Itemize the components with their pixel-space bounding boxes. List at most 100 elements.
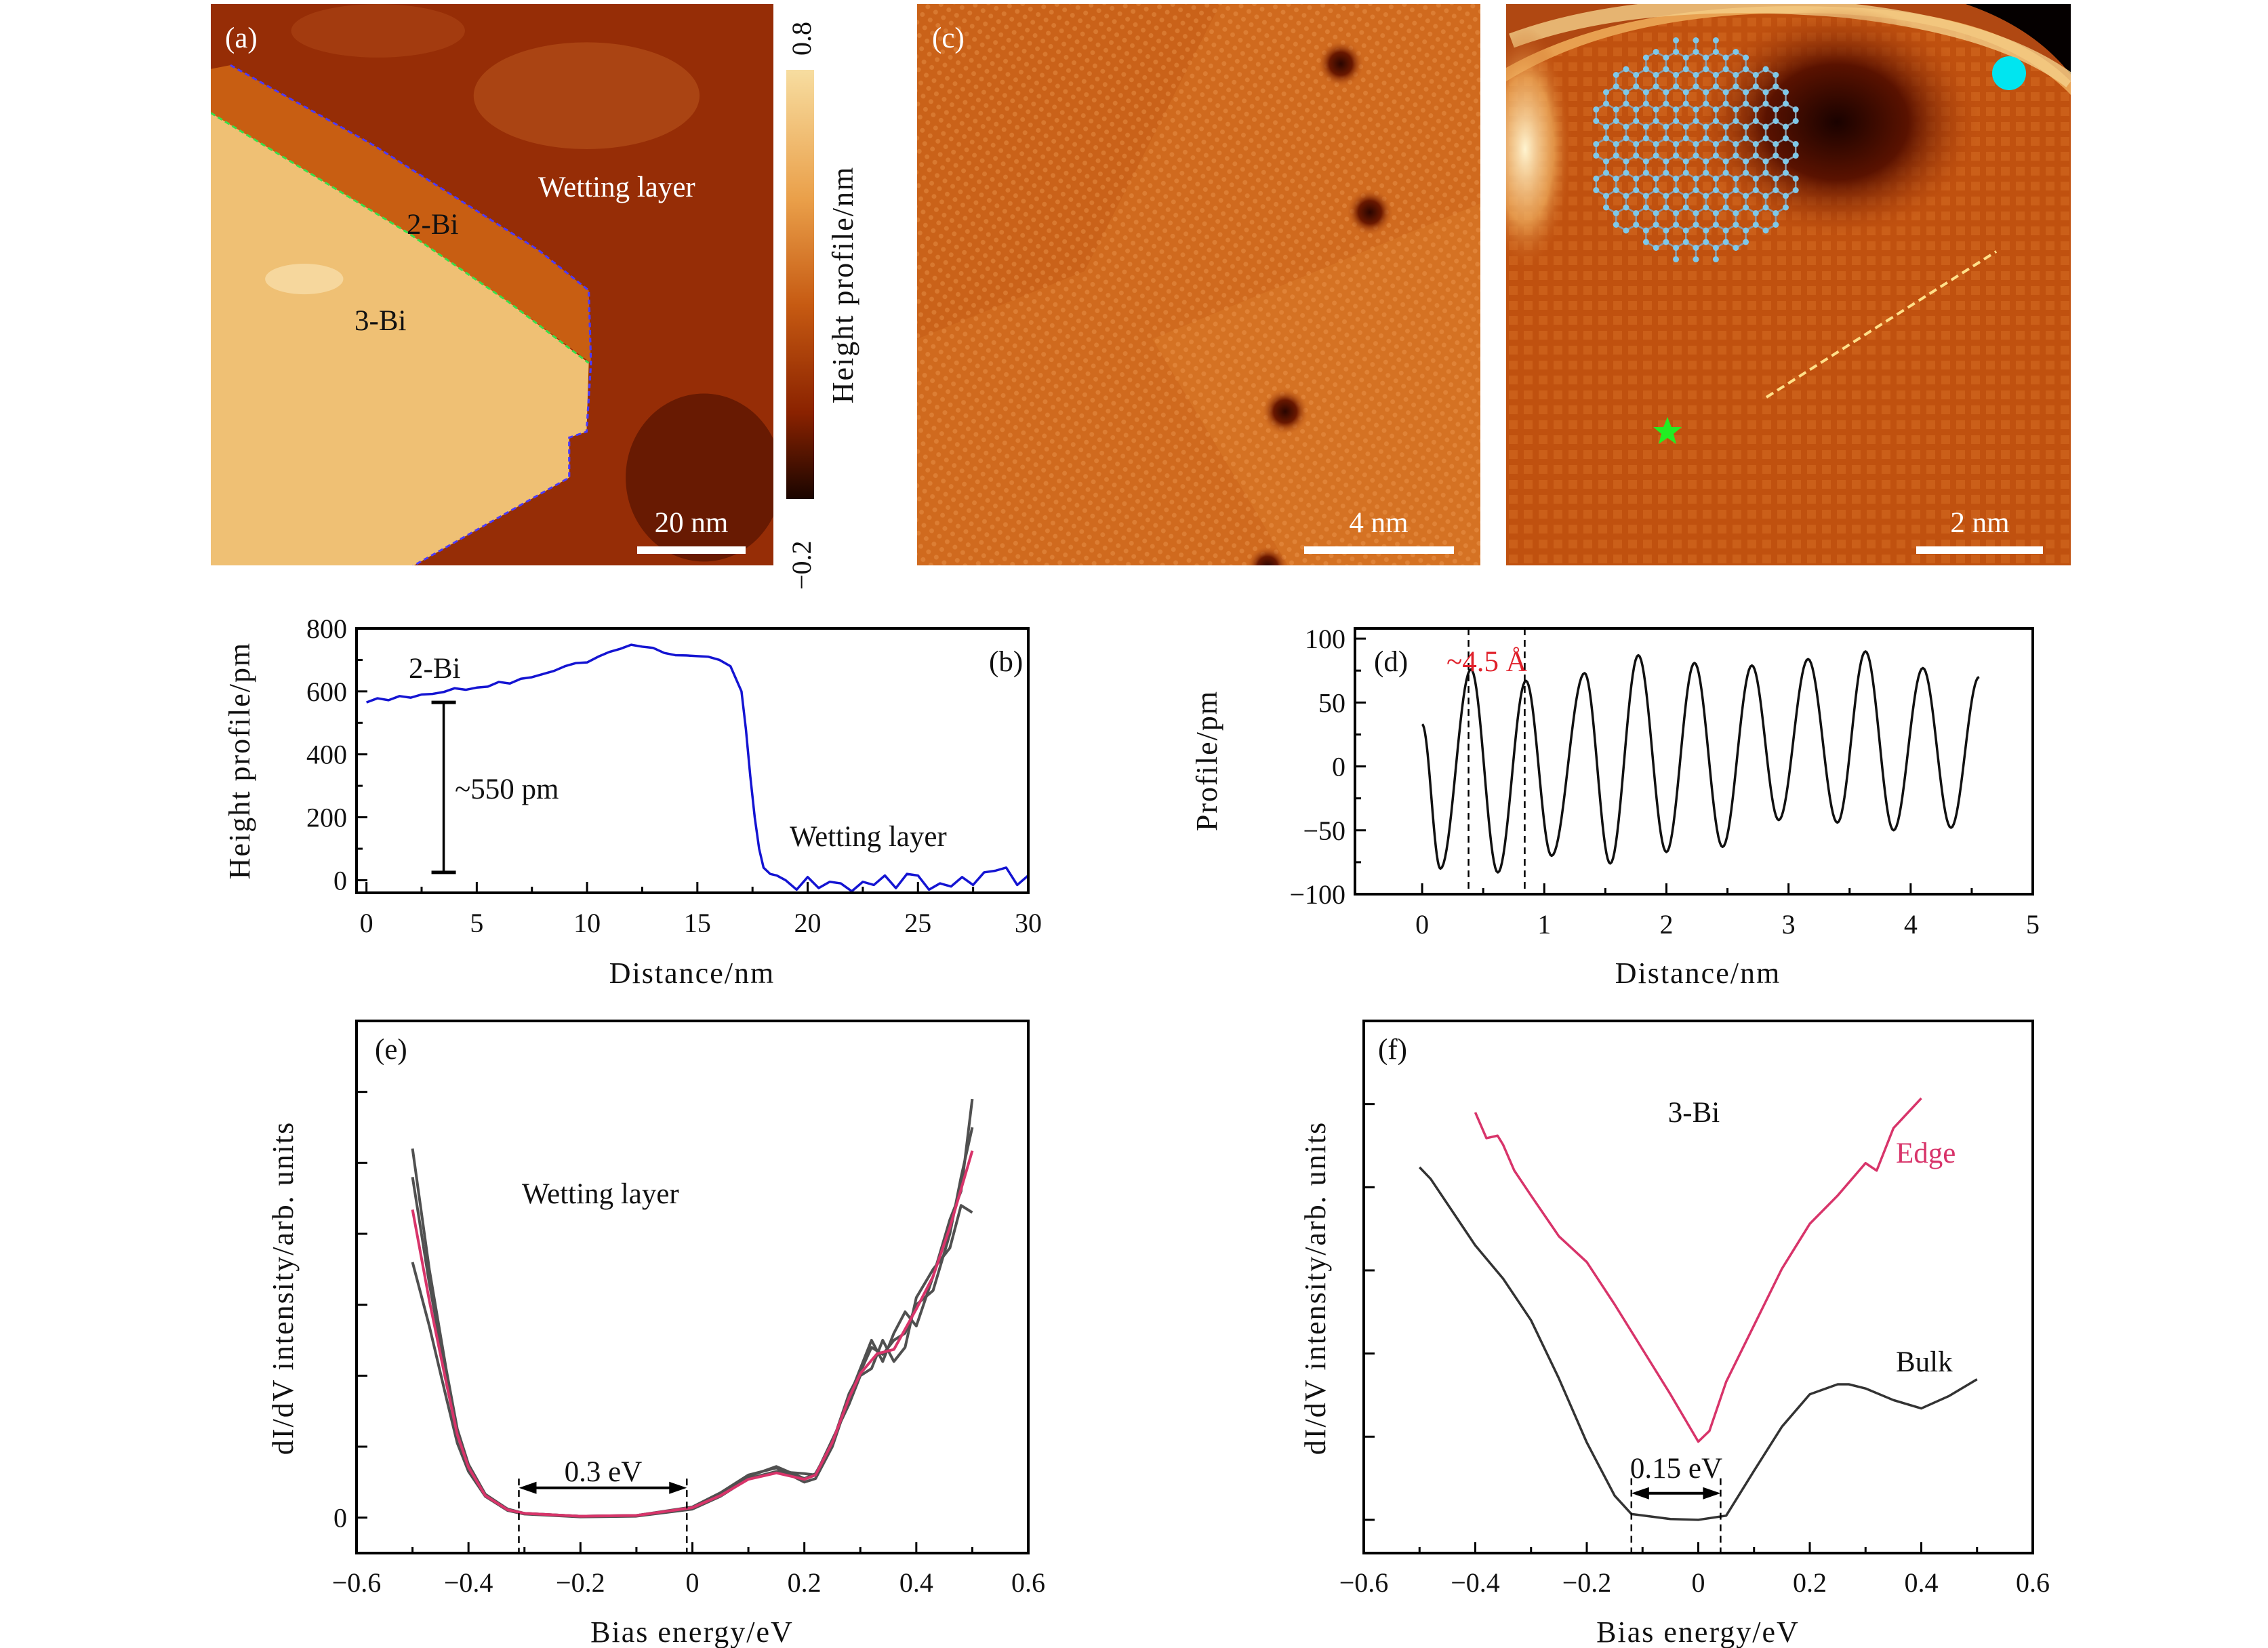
lattice-atom (1673, 176, 1680, 182)
panel-label-c: (c) (932, 22, 965, 54)
panel-label-a: (a) (225, 22, 258, 54)
lattice-atom (1673, 245, 1680, 251)
lattice-atom (1722, 135, 1729, 142)
lattice-atom (1773, 83, 1779, 89)
panel-label-e: (e) (375, 1034, 407, 1066)
x-tick-label: 0.2 (788, 1567, 822, 1598)
lattice-atom (1712, 37, 1719, 43)
lattice-atom (1792, 176, 1799, 182)
lattice-atom (1703, 135, 1709, 142)
lattice-atom (1642, 227, 1649, 234)
lattice-atom (1743, 193, 1749, 199)
region-label-wetting: Wetting layer (538, 172, 695, 203)
x-tick-label: 0 (360, 908, 373, 938)
x-tick-label: 3 (1782, 909, 1796, 940)
region-3bi (211, 113, 589, 565)
region-label-2bi: 2-Bi (407, 209, 459, 241)
series-line-bulk (1418, 1166, 1978, 1521)
lattice-atom (1722, 54, 1729, 61)
lattice-atom (1642, 100, 1649, 107)
lattice-atom (1783, 169, 1789, 176)
lattice-atom (1703, 66, 1709, 73)
chart-e: −0.6 −0.4 −0.2 0 0.2 0.4 0.6 0 (332, 1020, 1045, 1598)
lattice-atom (1653, 49, 1659, 55)
x-tick-label: 0.4 (1905, 1567, 1939, 1598)
lattice-atom (1743, 100, 1749, 107)
lattice-atom (1762, 227, 1769, 234)
lattice-atom (1613, 210, 1619, 216)
lattice-atom (1673, 256, 1680, 262)
x-axis-title-d: Distance/nm (1615, 957, 1781, 990)
charts: 0 5 10 15 20 25 30 0 200 400 600 800 0 1 2 3 4 5 −100 −50 0 5… (306, 614, 2050, 1598)
lattice-atom (1682, 204, 1689, 211)
y-tick-label: 0 (333, 1503, 347, 1533)
lattice-atom (1712, 210, 1719, 216)
lattice-atom (1712, 245, 1719, 251)
x-tick-label: −0.6 (1339, 1567, 1389, 1598)
stm-image-c: (c) 4 nm (917, 4, 1480, 565)
panel-label-d: (d) (1374, 646, 1408, 678)
lattice-atom (1602, 169, 1609, 176)
lattice-atom (1752, 141, 1759, 147)
lattice-atom (1703, 169, 1709, 176)
lattice-atom (1783, 89, 1789, 96)
plot-frame (1362, 1020, 2034, 1554)
lattice-atom (1712, 83, 1719, 89)
x-tick-label: 0 (1415, 909, 1429, 940)
lattice-atom (1743, 227, 1749, 234)
chart-b: 0 5 10 15 20 25 30 0 200 400 600 800 (306, 614, 1042, 938)
x-tick-label: 4 (1904, 909, 1918, 940)
lattice-atom (1593, 106, 1600, 113)
lattice-atom (1733, 72, 1739, 78)
y-tick-label: 0 (333, 865, 347, 896)
panel-label-b: (b) (989, 646, 1023, 678)
lattice-atom (1633, 83, 1640, 89)
annotation-gap-f: 0.15 eV (1630, 1453, 1722, 1485)
lattice-atom (1783, 204, 1789, 211)
x-tick-label: 0 (1692, 1567, 1705, 1598)
x-axis-title-f: Bias energy/eV (1596, 1615, 1800, 1648)
colorbar (786, 70, 814, 499)
series-line (411, 1150, 974, 1518)
y-tick-label: −100 (1289, 879, 1345, 910)
lattice-atom (1762, 204, 1769, 211)
lattice-atom (1673, 49, 1680, 55)
boundary-2bi-3bi (211, 112, 590, 364)
lattice-atom (1633, 222, 1640, 228)
lattice-atom (1682, 100, 1689, 107)
lattice-atom (1722, 66, 1729, 73)
lattice-atom (1673, 106, 1680, 113)
x-tick-label: 10 (573, 908, 601, 938)
lattice-atom (1783, 100, 1789, 107)
lattice-atom (1673, 118, 1680, 124)
lattice-atom (1623, 100, 1629, 107)
lattice-atom (1722, 204, 1729, 211)
lattice-atom (1663, 66, 1669, 73)
series-line (411, 1127, 974, 1518)
lattice-atom (1703, 89, 1709, 96)
lattice-atom (1783, 158, 1789, 165)
region-label-3bi: 3-Bi (355, 305, 407, 337)
lattice-atom (1722, 169, 1729, 176)
scale-bar-label-a: 20 nm (655, 507, 729, 539)
lattice-atom (1792, 153, 1799, 159)
lattice-atom (1703, 54, 1709, 61)
lattice-atom (1783, 135, 1789, 142)
lattice-atom (1613, 72, 1619, 78)
lattice-atom (1693, 256, 1699, 262)
lattice-atom (1752, 222, 1759, 228)
lattice-atom (1673, 187, 1680, 193)
y-tick-label: −50 (1303, 816, 1345, 846)
lattice-atom (1693, 245, 1699, 251)
lattice-atom (1653, 141, 1659, 147)
lattice-atom (1663, 123, 1669, 130)
x-tick-label: 0.6 (2016, 1567, 2050, 1598)
lattice-atom (1673, 141, 1680, 147)
lattice-atom (1653, 106, 1659, 113)
lattice-atom (1623, 227, 1629, 234)
lattice-atom (1623, 193, 1629, 199)
lattice-atom (1693, 153, 1699, 159)
lattice-atom (1733, 222, 1739, 228)
lattice-atom (1682, 239, 1689, 245)
